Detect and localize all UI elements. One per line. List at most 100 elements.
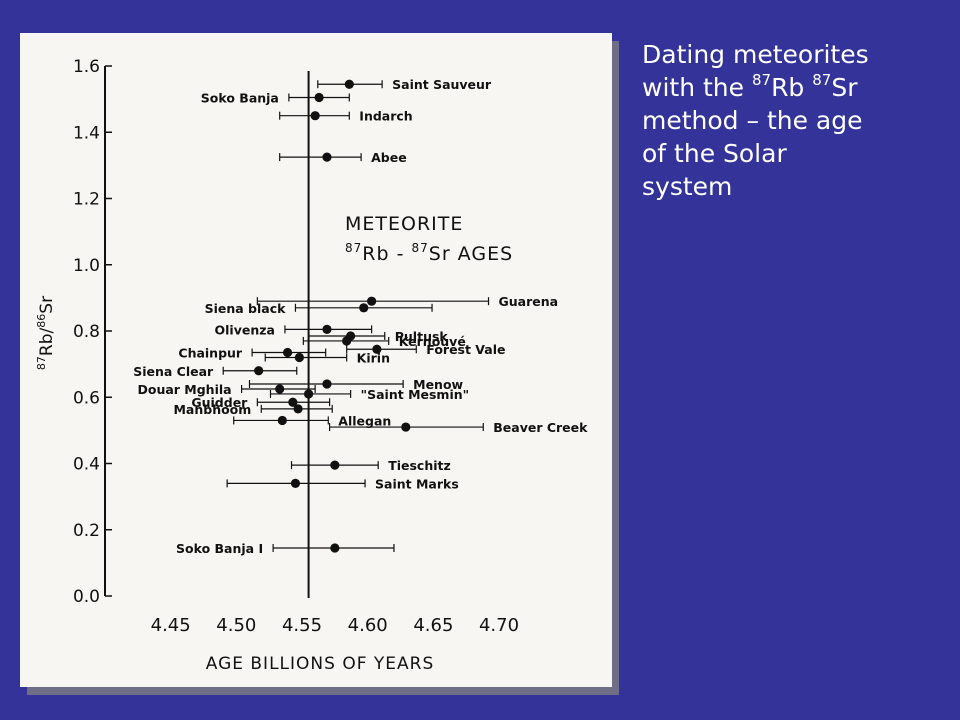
- data-point-group: Saint Marks: [226, 476, 459, 491]
- data-point: [288, 397, 298, 407]
- data-point: [294, 352, 304, 363]
- axes-layer: 0.0 0.2 0.4 0.6 0.8 1.0 1.2 1.4 1.6 4.45 4.50 4.55 4…: [73, 57, 519, 636]
- caption-line-4: of the Solar: [642, 139, 787, 168]
- x-tick-label: 4.65: [413, 615, 453, 636]
- data-point: [314, 92, 324, 103]
- data-point-group: Kirin: [264, 351, 390, 366]
- data-label: Douar Mghila: [137, 382, 231, 397]
- ylabel-superscript-86: 86: [35, 314, 48, 328]
- data-point-group: Chainpur: [178, 346, 327, 361]
- ylabel-superscript-87: 87: [35, 356, 48, 370]
- data-point-group: "Saint Mesmin": [269, 387, 470, 402]
- chart-title-line-1: METEORITE: [345, 213, 463, 235]
- data-point-group: Tieschitz: [290, 458, 451, 473]
- data-point-group: Olivenza: [215, 322, 373, 337]
- caption-text-with: with the: [642, 73, 752, 102]
- data-label: Manbhoom: [173, 402, 251, 417]
- data-label: Soko Banja I: [176, 541, 263, 556]
- caption-superscript-87-rb: 87: [751, 70, 772, 89]
- data-label: Beaver Creek: [493, 420, 588, 435]
- title-text-rb: Rb -: [362, 243, 411, 265]
- y-tick-label: 0.2: [73, 521, 100, 541]
- data-point: [277, 415, 287, 426]
- x-tick-label: 4.70: [479, 615, 519, 636]
- data-point: [367, 296, 377, 306]
- x-tick-label: 4.55: [282, 615, 322, 636]
- data-point: [322, 379, 332, 389]
- data-label: Pultusk: [395, 329, 449, 344]
- data-label: Guidder: [191, 395, 248, 410]
- caption-line-2: with the 87Rb 87Sr: [642, 71, 942, 104]
- data-point-group: Siena Clear: [133, 364, 298, 379]
- y-tick-label: 1.6: [73, 57, 100, 77]
- data-point-group: Indarch: [279, 109, 413, 124]
- data-label: Siena Clear: [133, 364, 214, 379]
- chart-title-line-2: 87Rb - 87Sr AGES: [345, 241, 513, 265]
- data-point-group: Beaver Creek: [328, 420, 588, 435]
- data-label: Olivenza: [215, 322, 275, 337]
- data-label: Saint Marks: [375, 476, 459, 491]
- figure-panel: 0.0 0.2 0.4 0.6 0.8 1.0 1.2 1.4 1.6 4.45 4.50 4.55 4…: [20, 33, 612, 687]
- data-point: [372, 344, 382, 354]
- title-superscript-87-rb: 87: [345, 241, 362, 255]
- data-label: Soko Banja: [201, 90, 279, 105]
- title-superscript-87-sr: 87: [411, 241, 428, 255]
- data-point: [282, 347, 293, 358]
- data-point: [290, 478, 301, 488]
- caption-line-1: Dating meteorites: [642, 40, 869, 69]
- x-tick-label: 4.45: [151, 615, 191, 636]
- slide-caption: Dating meteorites with the 87Rb 87Sr met…: [642, 38, 942, 203]
- caption-text-rb: Rb: [771, 73, 813, 102]
- data-point-group: Siena black: [205, 301, 433, 316]
- caption-superscript-87-sr: 87: [812, 70, 832, 89]
- data-label: Kirin: [357, 351, 390, 366]
- y-tick-label: 0.4: [73, 455, 100, 475]
- data-point: [293, 404, 303, 414]
- x-axis-label: AGE BILLIONS OF YEARS: [206, 654, 435, 674]
- data-label: "Saint Mesmin": [361, 387, 470, 402]
- data-point-group: Pultusk: [307, 329, 449, 344]
- data-point: [275, 384, 285, 394]
- y-axis-label: 87Rb/86Sr: [35, 296, 57, 370]
- data-label: Indarch: [359, 109, 412, 124]
- data-point: [303, 389, 314, 399]
- ylabel-text-rb: Rb/: [37, 327, 57, 356]
- data-label: Siena black: [205, 301, 287, 316]
- data-label: Chainpur: [178, 346, 243, 361]
- data-point-group: Saint Sauveur: [317, 77, 492, 92]
- data-point-group: Abee: [279, 150, 407, 165]
- data-point-group: Forest Vale: [346, 342, 506, 357]
- data-point-group: Guidder: [191, 395, 331, 410]
- data-label: Allegan: [338, 413, 391, 428]
- data-label: Forest Vale: [426, 342, 505, 357]
- caption-line-5: system: [642, 172, 733, 201]
- data-point-group: Menow: [248, 377, 464, 392]
- data-point-group: Kernouvé: [302, 334, 466, 349]
- data-point: [322, 152, 332, 162]
- caption-text-sr: Sr: [831, 73, 858, 102]
- data-point: [322, 324, 332, 334]
- data-point-group: Douar Mghila: [137, 382, 316, 397]
- data-point-group: Guarena: [256, 294, 559, 309]
- ylabel-text-sr: Sr: [37, 296, 57, 314]
- x-tick-label: 4.60: [348, 615, 388, 636]
- y-tick-label: 0.6: [73, 388, 100, 408]
- data-label: Saint Sauveur: [392, 77, 492, 92]
- caption-line-3: method – the age: [642, 106, 863, 135]
- y-tick-label: 1.0: [73, 256, 100, 276]
- data-point-group: Allegan: [233, 413, 391, 428]
- data-point: [330, 460, 340, 470]
- data-label: Tieschitz: [388, 458, 451, 473]
- data-point-group: Manbhoom: [173, 402, 333, 417]
- chart-svg: 0.0 0.2 0.4 0.6 0.8 1.0 1.2 1.4 1.6 4.45 4.50 4.55 4…: [35, 57, 588, 674]
- data-point-group: Soko Banja I: [176, 541, 395, 556]
- data-point: [401, 422, 411, 432]
- data-point: [254, 366, 264, 376]
- data-point: [359, 303, 369, 313]
- data-label: Menow: [413, 377, 463, 392]
- y-tick-label: 1.4: [73, 123, 100, 143]
- data-label: Kernouvé: [399, 334, 466, 349]
- data-point-group: Soko Banja: [201, 90, 350, 105]
- series-layer: Saint Sauveur Soko Banja Indarch Abee Guaren…: [133, 77, 588, 556]
- data-label: Guarena: [499, 294, 559, 309]
